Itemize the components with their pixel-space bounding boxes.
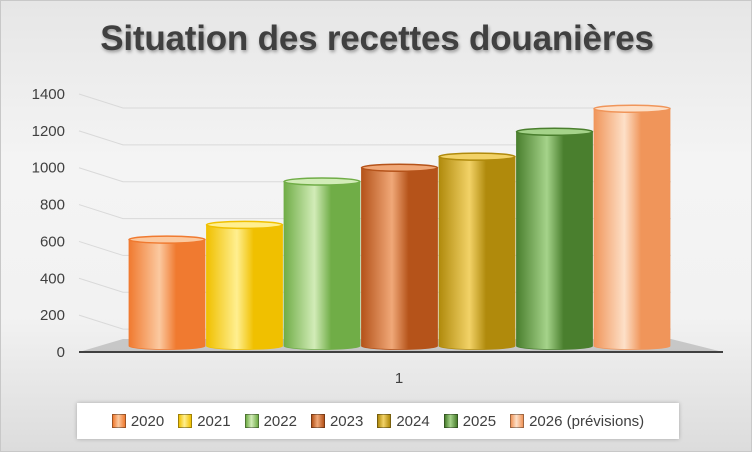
bar-body: [128, 239, 206, 350]
bar-body: [361, 167, 438, 350]
legend-label: 2021: [197, 412, 231, 430]
y-tick-label: 1400: [32, 86, 65, 103]
bar-2022: [283, 177, 361, 350]
bar-2020: [128, 235, 206, 350]
gridline: [78, 93, 671, 109]
gridlines: [78, 93, 671, 330]
bar-top: [593, 104, 671, 113]
legend-item: 2021: [178, 412, 231, 430]
y-tick-label: 600: [40, 233, 65, 250]
bar-2024: [438, 152, 516, 350]
legend-swatch: [244, 414, 259, 428]
legend-swatch: [178, 414, 193, 428]
x-tick-label: 1: [395, 370, 403, 387]
legend-label: 2023: [329, 412, 364, 430]
gridline: [78, 130, 671, 146]
legend-label: 2026 (prévisions): [529, 412, 645, 430]
legend-label: 2024: [396, 412, 430, 430]
legend-item: 2020: [111, 412, 165, 430]
y-tick-label: 1200: [32, 123, 65, 140]
legend-swatch: [443, 414, 458, 428]
legend-item: 2023: [310, 412, 364, 430]
bar-body: [206, 224, 283, 350]
y-tick-label: 1000: [32, 160, 65, 177]
legend-label: 2022: [263, 412, 297, 430]
bar-top: [360, 163, 439, 172]
bar-top: [205, 220, 284, 230]
y-tick-label: 200: [40, 307, 65, 324]
legend-swatch: [111, 414, 126, 428]
y-tick-label: 400: [40, 270, 65, 287]
bar-2026: [593, 104, 671, 350]
y-axis: 0 200 400 600 800 1000 1200 1400: [32, 86, 65, 361]
legend-item: 2026 (prévisions): [510, 413, 644, 430]
legend-swatch: [377, 414, 392, 428]
bar-top: [438, 152, 516, 161]
bar-top: [515, 127, 594, 137]
bar-2023: [360, 163, 439, 350]
legend-swatch: [510, 414, 525, 428]
bar-body: [438, 156, 516, 350]
legend-label: 2020: [130, 412, 165, 430]
bar-top: [128, 235, 206, 244]
chart-title: Situation des recettes douanières: [100, 19, 654, 58]
y-tick-label: 800: [40, 197, 65, 214]
legend-item: 2024: [377, 412, 430, 430]
x-axis: 1: [395, 370, 403, 387]
bar-2021: [205, 220, 284, 350]
y-tick-label: 0: [57, 344, 65, 361]
bar-body: [516, 131, 593, 350]
legend-item: 2025: [443, 412, 497, 430]
legend-item: 2022: [244, 412, 297, 430]
legend-label: 2025: [462, 412, 497, 430]
plot-area: 0 200 400 600 800 1000 1200 1400 1: [32, 86, 723, 387]
bar-body: [593, 108, 671, 350]
bar-2025: [515, 127, 594, 350]
bar-body: [283, 181, 361, 350]
bar-top: [283, 177, 361, 186]
legend: 2020 2021 2022 2023 2024 2025 2026 (prévisions…: [77, 403, 679, 439]
legend-swatch: [310, 414, 325, 428]
bars: [128, 104, 671, 350]
